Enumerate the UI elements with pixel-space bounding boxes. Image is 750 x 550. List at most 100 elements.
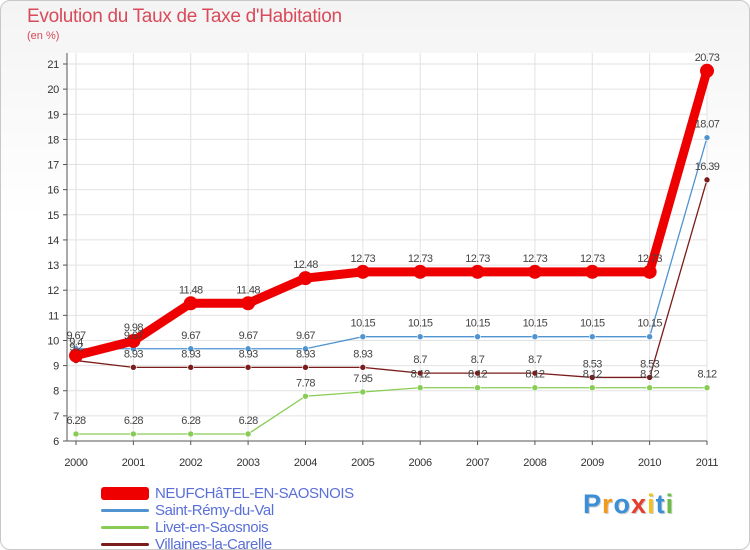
x-tick-label: 2005 (351, 457, 374, 469)
legend-item-livet: Livet-en-Saosnois (101, 519, 421, 536)
logo-letter: x (631, 489, 648, 519)
x-tick-label: 2001 (122, 457, 145, 469)
proxiti-logo: Proxiti (583, 489, 674, 520)
y-tick-label: 9 (53, 361, 59, 373)
data-point (703, 176, 711, 184)
data-point (474, 384, 481, 392)
data-point (302, 345, 309, 353)
y-tick-label: 11 (48, 310, 59, 322)
data-point (244, 364, 252, 371)
logo-letter: t (655, 489, 666, 519)
data-label: 7.78 (296, 377, 315, 389)
data-point (359, 364, 367, 371)
data-label: 12.48 (293, 259, 318, 271)
data-point (700, 63, 714, 78)
y-tick-label: 16 (47, 185, 59, 197)
data-point (588, 333, 596, 340)
data-label: 12.73 (465, 253, 490, 265)
data-label: 8.12 (525, 369, 544, 381)
data-point (531, 369, 539, 377)
data-label: 12.73 (351, 253, 376, 265)
data-label: 16.39 (695, 161, 720, 173)
data-label: 8.93 (353, 348, 372, 360)
data-label: 6.28 (181, 415, 200, 427)
x-tick-label: 2000 (64, 457, 87, 469)
series-line (75, 179, 708, 379)
data-label: 12.73 (580, 253, 605, 265)
series-line (74, 69, 712, 360)
x-tick-label: 2004 (294, 457, 317, 469)
data-label: 8.93 (296, 348, 315, 360)
legend-swatch (101, 543, 149, 546)
data-point (130, 430, 137, 438)
data-label: 6.28 (66, 415, 85, 427)
data-label: 11.48 (236, 284, 260, 296)
data-label: 10.15 (580, 318, 605, 330)
data-point (642, 264, 657, 279)
data-point (416, 384, 424, 392)
x-tick-label: 2009 (581, 457, 604, 469)
data-label: 10.15 (637, 318, 662, 330)
data-point (359, 333, 367, 340)
data-point (527, 264, 542, 279)
data-point (474, 369, 481, 377)
y-tick-label: 6 (53, 436, 59, 448)
y-tick-label: 15 (47, 210, 59, 222)
data-point (355, 264, 370, 279)
y-tick-label: 8 (53, 386, 59, 398)
data-label: 10.15 (351, 318, 376, 330)
data-label: 9.2 (69, 342, 83, 354)
data-label: 9.67 (66, 330, 85, 342)
data-point (130, 364, 137, 371)
y-tick-label: 20 (47, 84, 59, 96)
data-label: 9.67 (181, 330, 200, 342)
data-point (244, 345, 252, 353)
data-label: 8.12 (697, 369, 716, 381)
x-tick-label: 2007 (466, 457, 489, 469)
data-label: 11.48 (179, 284, 203, 296)
data-point (646, 333, 653, 340)
data-label: 12.73 (637, 253, 662, 265)
data-point (72, 430, 80, 438)
data-label: 10.15 (523, 318, 548, 330)
series-line (76, 387, 707, 435)
data-label: 20.73 (695, 52, 720, 64)
data-label: 10.15 (465, 318, 490, 330)
data-point (183, 296, 198, 311)
data-point (298, 271, 313, 286)
data-point (416, 369, 424, 377)
y-tick-label: 21 (47, 59, 59, 71)
plot-area (67, 53, 707, 441)
data-point (241, 296, 256, 311)
data-label: 12.73 (408, 253, 433, 265)
data-label: 8.7 (413, 354, 427, 366)
data-label: 9.4 (69, 337, 83, 349)
logo-letter: P (583, 489, 603, 519)
y-tick-label: 13 (47, 260, 59, 272)
data-point (474, 333, 481, 340)
data-label: 9.67 (124, 330, 143, 342)
data-label: 10.15 (408, 318, 433, 330)
data-label: 8.12 (640, 369, 659, 381)
legend-label: Saint-Rémy-du-Val (155, 502, 274, 519)
data-point (646, 384, 653, 392)
y-tick-label: 17 (47, 160, 59, 172)
data-label: 8.12 (411, 369, 430, 381)
y-tick-label: 19 (47, 109, 59, 121)
data-point (585, 264, 600, 279)
data-point (187, 430, 195, 438)
data-point (588, 384, 596, 392)
x-tick-label: 2003 (236, 457, 259, 469)
data-point (302, 364, 309, 371)
legend-item-villaines: Villaines-la-Carelle (101, 536, 421, 549)
logo-letter: r (602, 489, 614, 519)
data-label: 8.93 (124, 348, 143, 360)
y-axis-unit-label: (en %) (27, 30, 60, 42)
data-label: 8.7 (471, 354, 485, 366)
data-point (413, 264, 428, 279)
legend-label: Livet-en-Saosnois (155, 519, 269, 536)
data-point (703, 134, 711, 141)
data-label: 7.95 (353, 373, 372, 385)
